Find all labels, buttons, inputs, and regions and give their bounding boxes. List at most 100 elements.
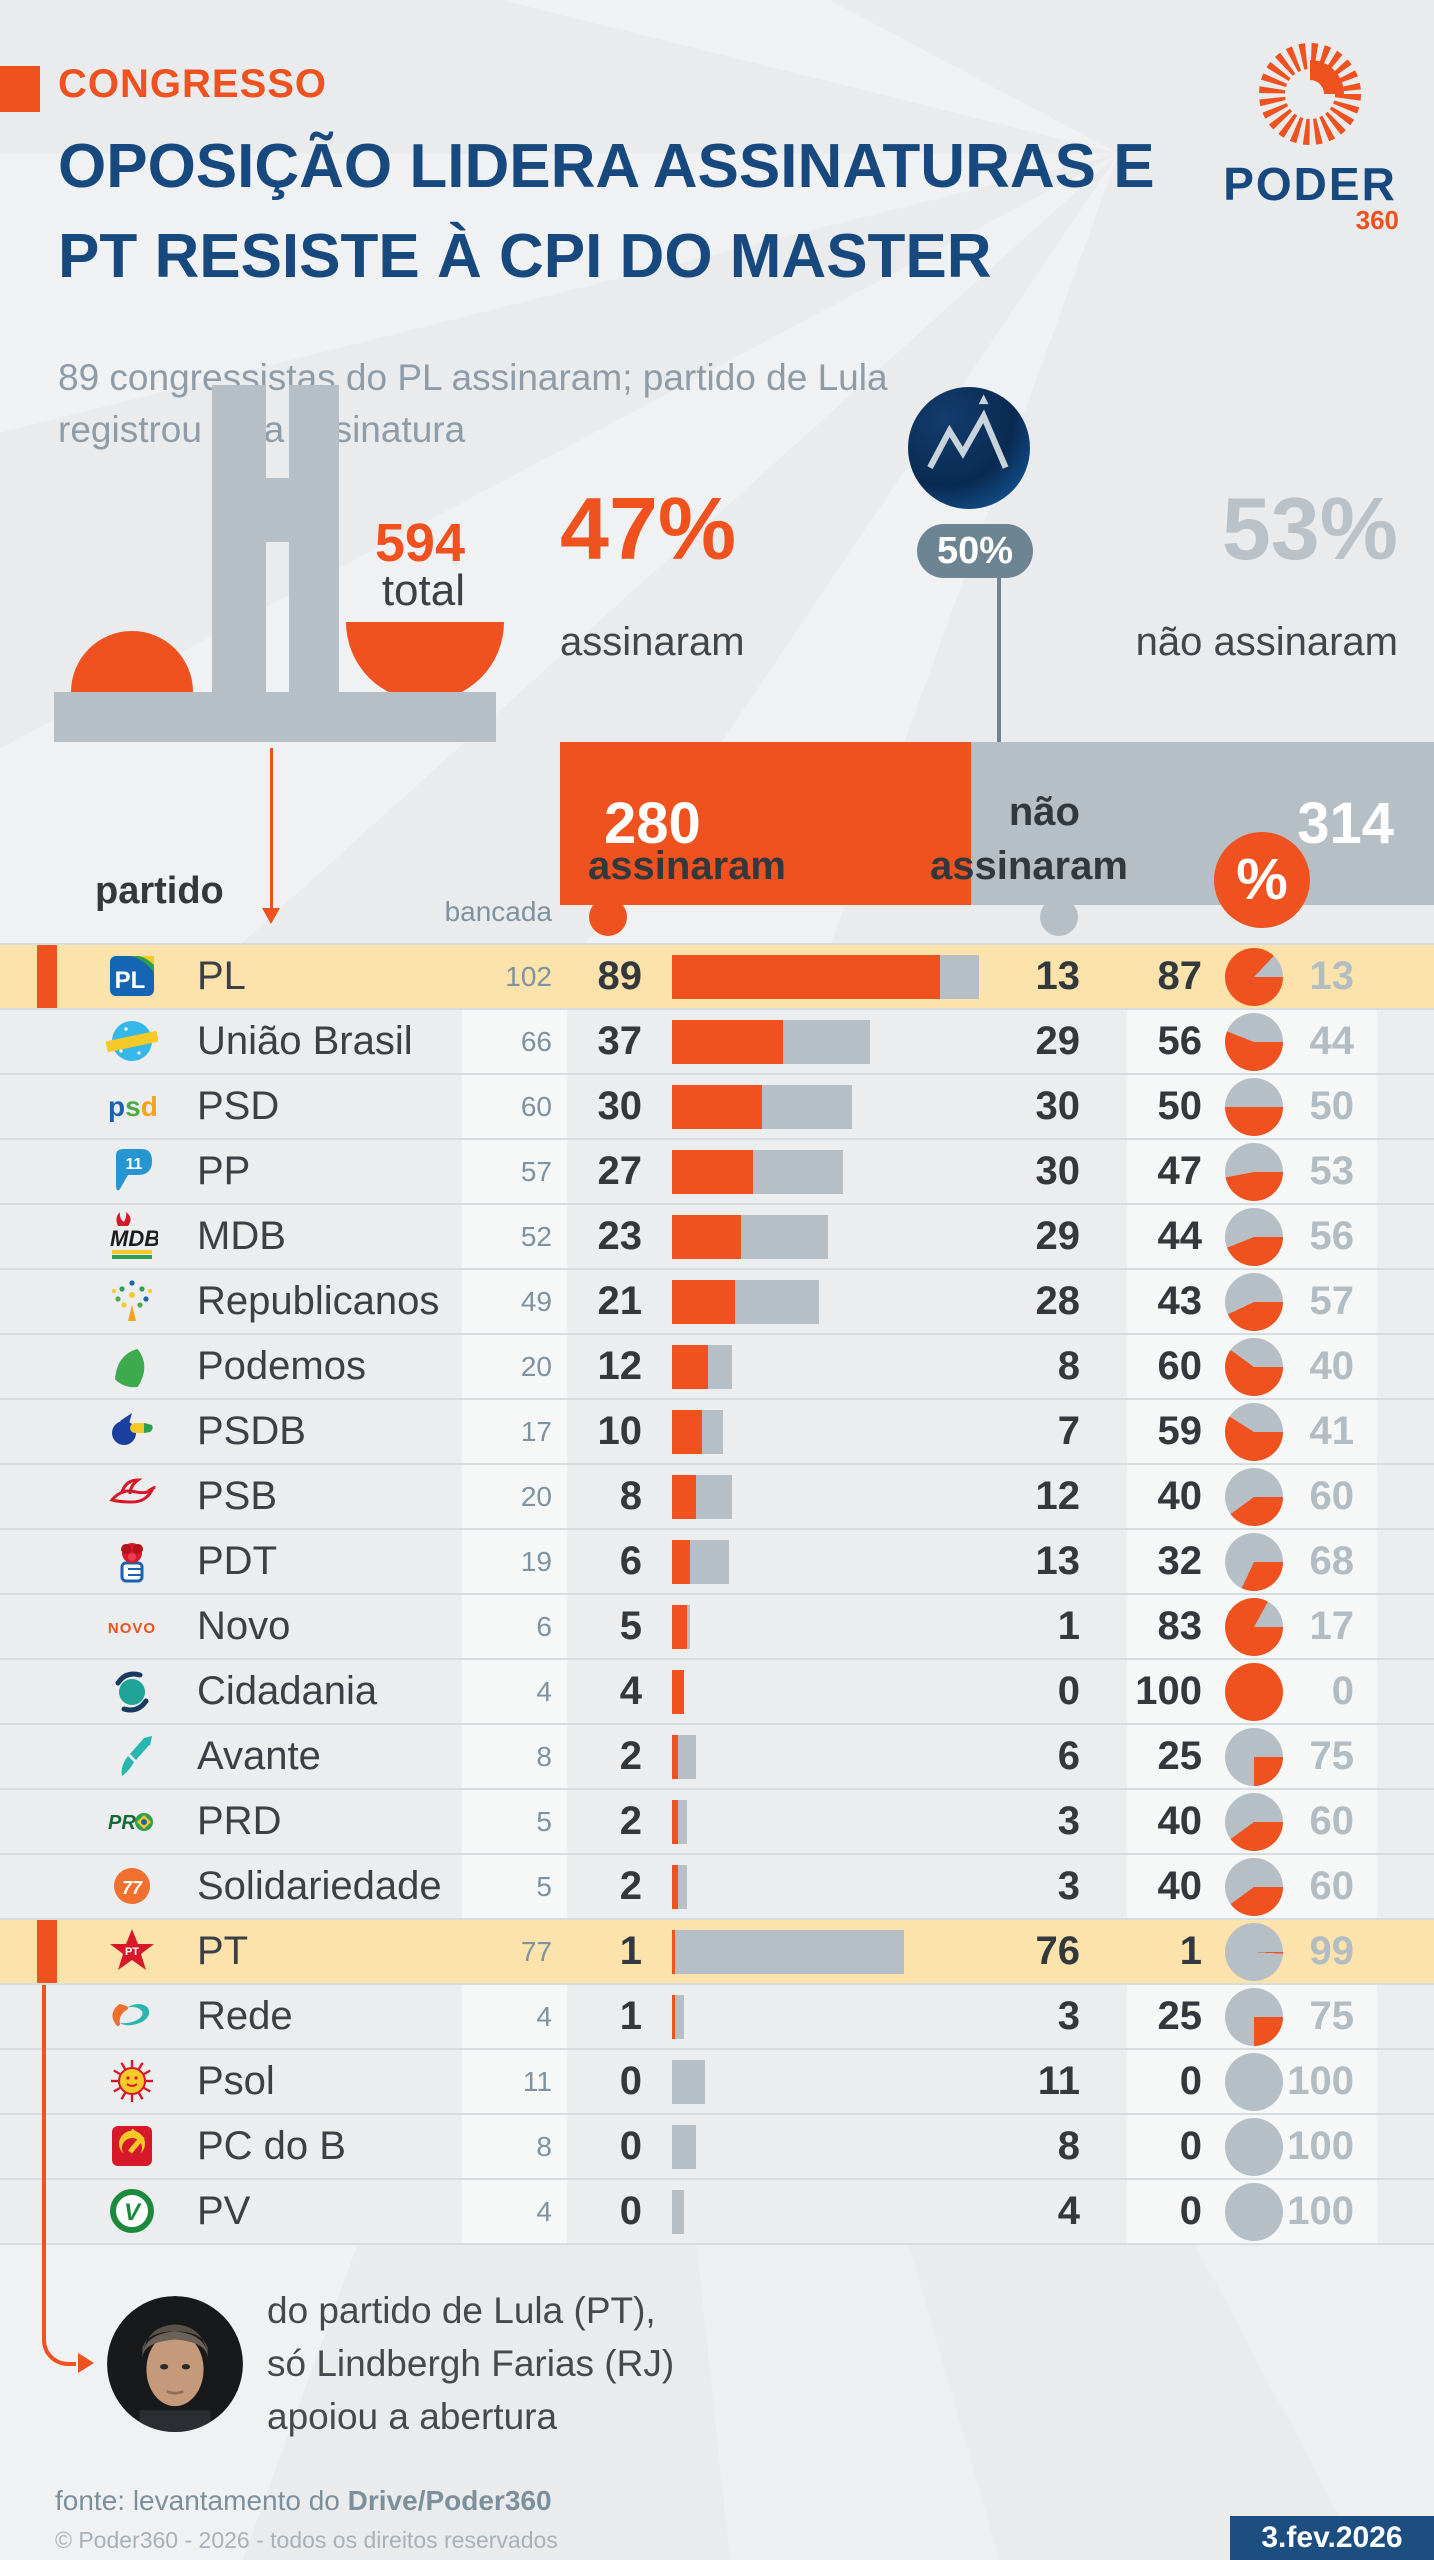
signed-bar-segment — [672, 1410, 702, 1454]
pct-pie-chart — [1225, 2183, 1283, 2241]
pct-pie-chart — [1225, 1013, 1283, 1071]
party-name: PC do B — [197, 2124, 346, 2168]
pct-pie-chart — [1225, 2053, 1283, 2111]
table-row: Rede 4 1 3 25 75 — [0, 1983, 1434, 2048]
bancada-value: 8 — [536, 1741, 552, 1772]
pct-notsigned-value: 100 — [1287, 2059, 1354, 2103]
signed-count: 5 — [619, 1604, 642, 1648]
sunburst-icon — [1259, 43, 1361, 145]
signed-bar — [672, 2060, 705, 2104]
pct-signed-value: 25 — [1157, 1734, 1203, 1778]
signed-percent: 47% — [560, 479, 737, 578]
signed-bar — [672, 1540, 729, 1584]
annotation-line2: só Lindbergh Farias (RJ) — [267, 2343, 675, 2384]
notsigned-bar-segment — [708, 1345, 732, 1389]
pct-notsigned-value: 60 — [1309, 1799, 1355, 1843]
signed-bar-segment — [672, 1865, 678, 1909]
pct-notsigned-value: 50 — [1309, 1084, 1355, 1128]
republicanos-party-logo-icon — [106, 1275, 158, 1327]
pct-signed-value: 0 — [1179, 2189, 1202, 2233]
notsigned-bar-segment — [696, 1475, 732, 1519]
pct-signed-value: 100 — [1135, 1669, 1202, 1713]
pct-signed-value: 87 — [1157, 954, 1203, 998]
signed-bar-segment — [672, 1930, 675, 1974]
pp-party-logo-icon: 11 — [106, 1145, 158, 1197]
notsigned-count: 4 — [1057, 2189, 1080, 2233]
podemos-party-logo-icon — [106, 1340, 158, 1392]
notsigned-bar-segment — [753, 1150, 843, 1194]
kicker-label: CONGRESSO — [58, 62, 328, 106]
lindbergh-farias-photo — [107, 2296, 243, 2432]
signed-bar — [672, 1930, 904, 1974]
signed-count: 89 — [597, 954, 643, 998]
notsigned-bar-segment — [687, 1605, 690, 1649]
pct-notsigned-value: 13 — [1309, 954, 1355, 998]
pct-pie-chart — [1225, 1663, 1283, 1721]
notsigned-count: 8 — [1057, 2124, 1080, 2168]
pct-signed-value: 0 — [1179, 2059, 1202, 2103]
pct-pie-chart — [1225, 1078, 1283, 1136]
svg-text:PR: PR — [108, 1812, 136, 1834]
signed-bar — [672, 1475, 732, 1519]
table-row: 11 PP 57 27 30 47 53 — [0, 1138, 1434, 1203]
signed-count: 27 — [597, 1149, 643, 1193]
pct-pie-chart — [1225, 2118, 1283, 2176]
pct-notsigned-value: 56 — [1309, 1214, 1355, 1258]
signed-bar — [672, 1735, 696, 1779]
notsigned-percent: 53% — [1221, 479, 1398, 578]
notsigned-bar-segment — [678, 1800, 687, 1844]
notsigned-count: 8 — [1057, 1344, 1080, 1388]
signed-bar — [672, 1670, 684, 1714]
signed-bar — [672, 1215, 828, 1259]
copyright-line: © Poder360 - 2026 - todos os direitos re… — [55, 2527, 558, 2553]
pct-pie-chart — [1225, 1988, 1283, 2046]
pct-notsigned-value: 53 — [1309, 1149, 1355, 1193]
signed-bar-segment — [672, 1540, 690, 1584]
signed-bar — [672, 1605, 690, 1649]
pct-notsigned-value: 44 — [1309, 1019, 1355, 1063]
svg-text:PT: PT — [125, 1946, 139, 1958]
notsigned-count: 6 — [1057, 1734, 1080, 1778]
brand-suffix: 360 — [1355, 205, 1399, 235]
signed-count: 6 — [619, 1539, 642, 1583]
table-row: PT PT 77 1 76 1 99 — [0, 1918, 1434, 1983]
party-name: PSD — [197, 1084, 280, 1128]
bancada-value: 52 — [520, 1221, 552, 1252]
pct-notsigned-value: 57 — [1309, 1279, 1355, 1323]
arrow-down-icon — [262, 908, 280, 924]
pct-pie-chart — [1225, 1338, 1283, 1396]
pct-signed-value: 40 — [1157, 1799, 1203, 1843]
psol-party-logo-icon — [106, 2055, 158, 2107]
signed-bar — [672, 1085, 852, 1129]
pct-pie-chart — [1225, 1273, 1283, 1331]
signed-bar-segment — [672, 1345, 708, 1389]
party-name: PSB — [197, 1474, 278, 1518]
signed-bar-segment — [672, 1800, 678, 1844]
pct-signed-value: 60 — [1157, 1344, 1203, 1388]
pct-notsigned-value: 100 — [1287, 2189, 1354, 2233]
pct-signed-value: 1 — [1179, 1929, 1202, 1973]
date-badge: 3.fev.2026 — [1230, 2516, 1434, 2560]
signed-count: 1 — [619, 1994, 642, 2038]
signed-count: 2 — [619, 1799, 642, 1843]
notsigned-legend-dot-icon — [1040, 898, 1078, 936]
rede-party-logo-icon — [106, 1990, 158, 2042]
notsigned-count: 30 — [1035, 1084, 1081, 1128]
notsigned-count: 7 — [1057, 1409, 1080, 1453]
congress-tower-right — [289, 385, 339, 692]
signed-count: 10 — [597, 1409, 643, 1453]
midpoint-line — [997, 577, 1001, 905]
cidadania-party-logo-icon — [106, 1665, 158, 1717]
poder360-logo: PODER 360 — [1215, 40, 1405, 236]
congress-crossbar — [266, 478, 289, 542]
pct-notsigned-value: 68 — [1309, 1539, 1355, 1583]
mdb-party-logo-icon: MDB — [106, 1210, 160, 1262]
party-name: Novo — [197, 1604, 291, 1648]
pct-notsigned-value: 75 — [1309, 1994, 1355, 2038]
bancada-value: 5 — [536, 1871, 552, 1902]
title-line1: OPOSIÇÃO LIDERA ASSINATURAS E — [58, 132, 1155, 201]
pct-signed-value: 25 — [1157, 1994, 1203, 2038]
notsigned-bar-segment — [702, 1410, 723, 1454]
bancada-value: 20 — [520, 1351, 552, 1382]
signed-bar — [672, 955, 979, 999]
